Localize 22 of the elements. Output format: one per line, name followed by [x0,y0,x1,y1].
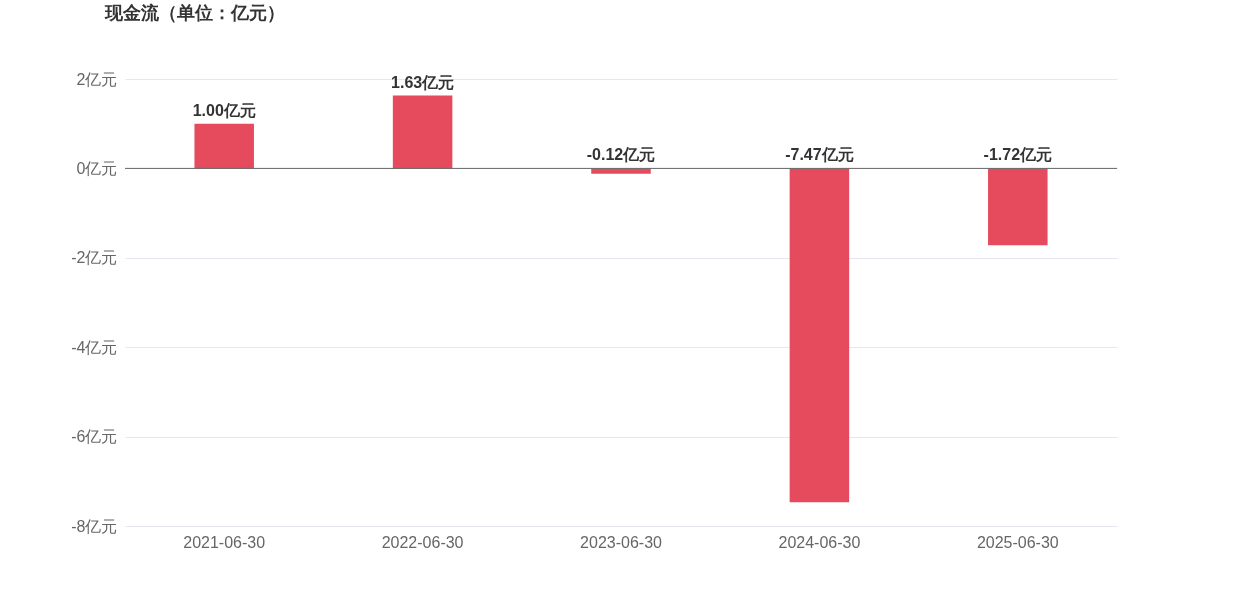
bar [392,95,453,169]
data-label: 1.00亿元 [192,101,256,119]
chart-title: 现金流（单位：亿元） [104,3,285,23]
x-tick-label: 2025-06-30 [976,533,1059,551]
bar [591,168,651,174]
data-label: 1.63亿元 [391,73,455,91]
data-label: -1.72亿元 [983,146,1053,164]
y-tick-label: -8亿元 [71,517,118,535]
data-label: -0.12亿元 [586,146,656,164]
y-tick-label: 0亿元 [76,159,118,177]
x-tick-label: 2023-06-30 [580,533,663,551]
y-tick-label: -4亿元 [71,338,118,356]
bar [789,168,850,503]
y-tick-label: -2亿元 [71,249,118,267]
x-tick-label: 2022-06-30 [381,533,464,551]
y-tick-label: 2亿元 [76,70,118,88]
bar [988,168,1048,246]
y-tick-label: -6亿元 [71,428,118,446]
x-tick-label: 2021-06-30 [183,533,266,551]
bar [194,123,254,169]
x-tick-label: 2024-06-30 [778,533,861,551]
data-label: -7.47亿元 [785,146,854,164]
